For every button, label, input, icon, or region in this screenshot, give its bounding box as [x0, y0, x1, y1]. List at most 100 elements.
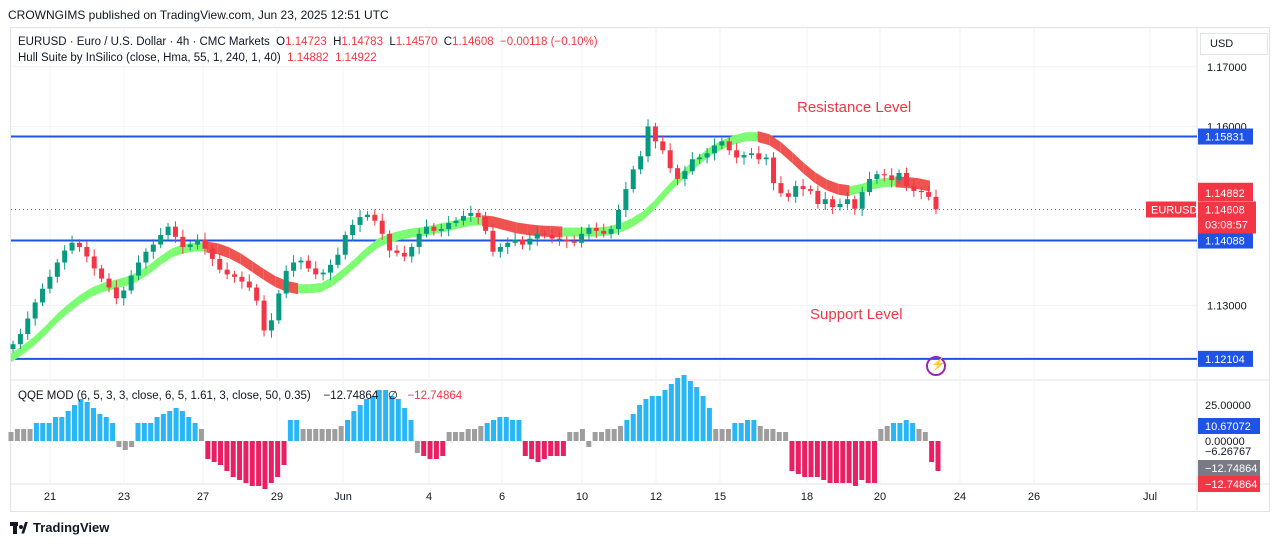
- candle-body-down: [571, 240, 577, 243]
- hull-segment-down: [527, 224, 540, 237]
- candle-body-up: [697, 157, 703, 160]
- qqe-bar: [319, 429, 325, 441]
- hull-segment-up: [79, 287, 92, 304]
- qqe-bar: [452, 432, 458, 441]
- qqe-bar: [878, 429, 884, 441]
- qqe-bar: [154, 417, 160, 441]
- qqe-bar: [630, 414, 636, 441]
- qqe-bar: [27, 429, 33, 441]
- hull-segment-down: [769, 134, 781, 153]
- indicator-title[interactable]: Hull Suite by InSilico (close, Hma, 55, …: [18, 52, 281, 64]
- candle-body-down: [542, 233, 548, 236]
- qqe-bar: [725, 429, 731, 441]
- qqe-bar: [516, 420, 522, 441]
- brand-name: TradingView: [33, 520, 110, 535]
- hull-segment-up: [22, 336, 34, 355]
- hull-segment-up: [401, 228, 414, 240]
- qqe-bar: [745, 420, 751, 441]
- candle-body-up: [158, 235, 164, 245]
- time-tick-label: 10: [576, 491, 588, 503]
- candle-body-up: [62, 250, 68, 263]
- time-tick-label: 24: [954, 491, 966, 503]
- hull-segment-up: [390, 230, 402, 243]
- qqe-bar: [65, 411, 71, 441]
- candle-body-up: [822, 199, 828, 204]
- currency-selector[interactable]: USD: [1200, 33, 1268, 55]
- candle-body-up: [438, 229, 444, 231]
- hull-segment-up: [619, 218, 632, 233]
- hull-segment-up: [642, 200, 655, 221]
- candle-body-down: [660, 141, 666, 151]
- indicator-legend[interactable]: Hull Suite by InSilico (close, Hma, 55, …: [18, 52, 377, 64]
- qqe-bar: [478, 426, 484, 441]
- qqe-bar: [427, 441, 433, 459]
- qqe-bar: [300, 429, 306, 441]
- qqe-axis-label: −6.26767: [1205, 446, 1251, 458]
- qqe-bar: [472, 429, 477, 441]
- candle-body-down: [379, 220, 385, 234]
- qqe-bar: [529, 441, 535, 459]
- level-price-label: 1.15831: [1205, 132, 1245, 144]
- qqe-bar: [814, 441, 820, 477]
- oscillator-value-2: −12.74864: [407, 390, 463, 402]
- indicator-price-label: 1.14882: [1205, 188, 1245, 200]
- hull-segment-down: [240, 253, 253, 273]
- qqe-bar: [186, 417, 192, 441]
- candle-body-down: [889, 175, 895, 181]
- qqe-bar: [732, 423, 738, 441]
- candle-body-up: [409, 246, 415, 257]
- candle-body-up: [350, 224, 356, 236]
- hull-segment-down: [792, 151, 804, 174]
- candle-body-down: [113, 287, 119, 299]
- hull-segment-up: [355, 247, 368, 267]
- candle-body-down: [475, 212, 481, 218]
- qqe-histogram: [8, 375, 941, 489]
- open-value: 1.14723: [285, 36, 327, 48]
- candle-body-down: [933, 196, 939, 210]
- qqe-bar: [383, 390, 389, 441]
- candle-body-down: [881, 174, 887, 176]
- symbol-title[interactable]: EURUSD · Euro / U.S. Dollar · 4h · CMC M…: [18, 36, 270, 48]
- oscillator-title[interactable]: QQE MOD (6, 5, 3, 3, close, 6, 5, 1.61, …: [18, 390, 311, 402]
- candle-body-up: [47, 276, 53, 289]
- alert-icon[interactable]: ⚡: [926, 356, 946, 376]
- time-tick-label: 4: [426, 491, 432, 503]
- qqe-bar: [122, 441, 128, 450]
- candle-body-down: [372, 214, 378, 221]
- hull-segment-up: [470, 216, 482, 226]
- price-axis: 1.170001.160001.130001.158311.140881.121…: [1146, 62, 1260, 492]
- level-price-tag: [1198, 350, 1253, 367]
- hull-segment-up: [91, 283, 103, 297]
- qqe-axis-label: 25.00000: [1205, 400, 1251, 412]
- candle-body-up: [128, 275, 134, 291]
- candle-body-down: [926, 192, 932, 197]
- hull-segment-up: [734, 132, 747, 145]
- candle-body-down: [84, 246, 90, 257]
- candle-body-up: [143, 251, 149, 263]
- candle-body-down: [519, 239, 525, 245]
- qqe-bar: [370, 396, 376, 441]
- candle-body-up: [837, 204, 843, 207]
- candle-body-up: [793, 186, 799, 197]
- qqe-bar: [224, 441, 230, 471]
- qqe-bar: [865, 441, 871, 483]
- chart-frame[interactable]: [10, 27, 1270, 512]
- qqe-bar: [218, 441, 224, 465]
- qqe-bar: [167, 411, 173, 441]
- qqe-bar: [116, 441, 122, 447]
- candle-body-up: [704, 153, 710, 158]
- hull-segment-up: [160, 248, 172, 266]
- candle-body-down: [106, 278, 112, 288]
- time-tick-label: 6: [499, 491, 505, 503]
- candle-body-down: [652, 126, 658, 142]
- low-value: 1.14570: [395, 36, 438, 48]
- qqe-bar: [491, 420, 497, 441]
- qqe-bar: [306, 429, 312, 441]
- candle-body-down: [217, 258, 223, 270]
- oscillator-legend[interactable]: QQE MOD (6, 5, 3, 3, close, 6, 5, 1.61, …: [18, 388, 462, 402]
- qqe-bar: [560, 441, 566, 456]
- qqe-bar: [687, 381, 693, 441]
- candle-body-up: [630, 169, 636, 190]
- qqe-bar: [757, 426, 763, 441]
